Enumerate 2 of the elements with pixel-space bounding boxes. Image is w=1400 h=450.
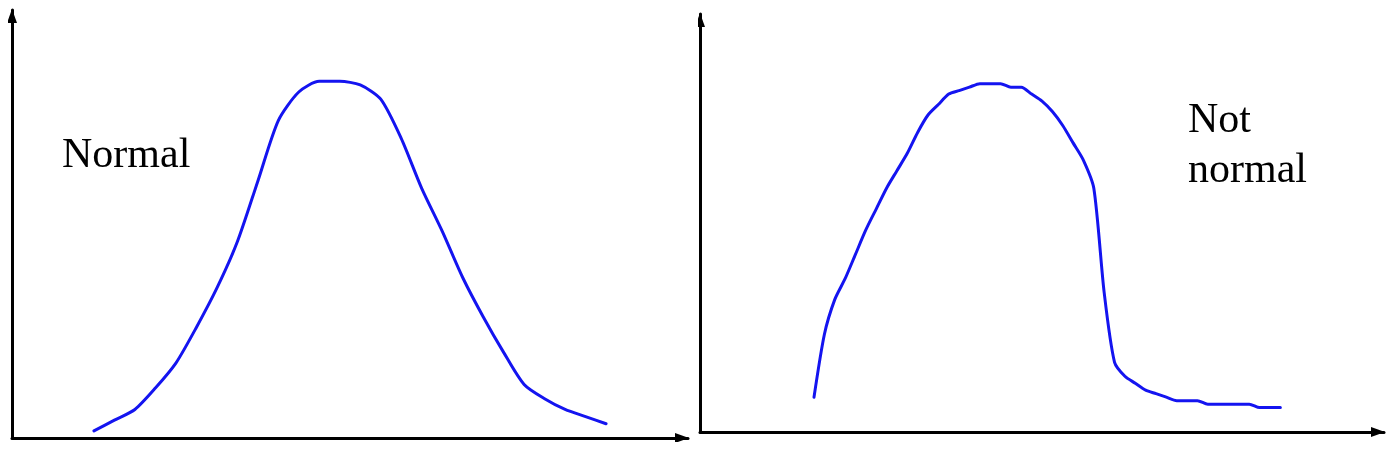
annotation: Normal: [62, 130, 191, 176]
annotation: Not normal: [1188, 95, 1307, 191]
